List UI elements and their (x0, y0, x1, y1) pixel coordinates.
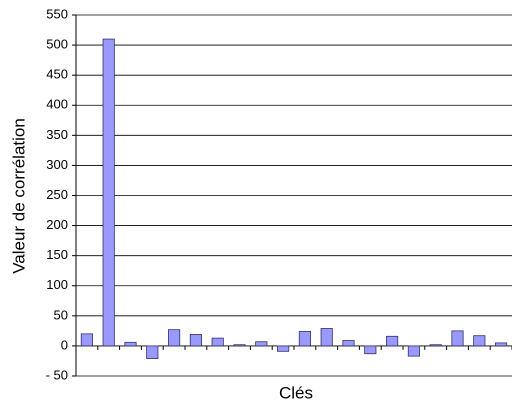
bar (407, 345, 420, 357)
bar (146, 345, 159, 359)
bar (80, 333, 93, 347)
bar (211, 337, 224, 347)
y-tick-label: 0 (61, 337, 68, 352)
y-tick-label: 50 (54, 307, 68, 322)
x-axis-title: Clés (279, 383, 313, 402)
y-tick-label: 550 (46, 6, 68, 21)
bar (320, 328, 333, 347)
y-tick-label: 150 (46, 247, 68, 262)
bar (342, 340, 355, 347)
y-tick-label: 500 (46, 37, 68, 52)
y-tick-label: 400 (46, 97, 68, 112)
bar (386, 335, 399, 347)
y-tick-label: 250 (46, 187, 68, 202)
y-tick-label: 450 (46, 67, 68, 82)
bar (451, 330, 464, 347)
y-tick-label: 300 (46, 157, 68, 172)
y-tick-label: - 50 (46, 367, 68, 382)
bar (429, 344, 442, 347)
bar (168, 329, 181, 347)
bar (473, 335, 486, 347)
bar (124, 341, 137, 347)
y-axis-title: Valeur de corrélation (9, 118, 28, 274)
bar (255, 341, 268, 347)
bar (364, 345, 377, 355)
y-tick-label: 200 (46, 217, 68, 232)
y-tick-label: 100 (46, 277, 68, 292)
y-tick-label: 350 (46, 127, 68, 142)
bar (102, 38, 115, 347)
bar (277, 345, 290, 352)
bar (233, 344, 246, 347)
bar (189, 334, 202, 347)
bar (495, 342, 508, 347)
bar (298, 331, 311, 347)
